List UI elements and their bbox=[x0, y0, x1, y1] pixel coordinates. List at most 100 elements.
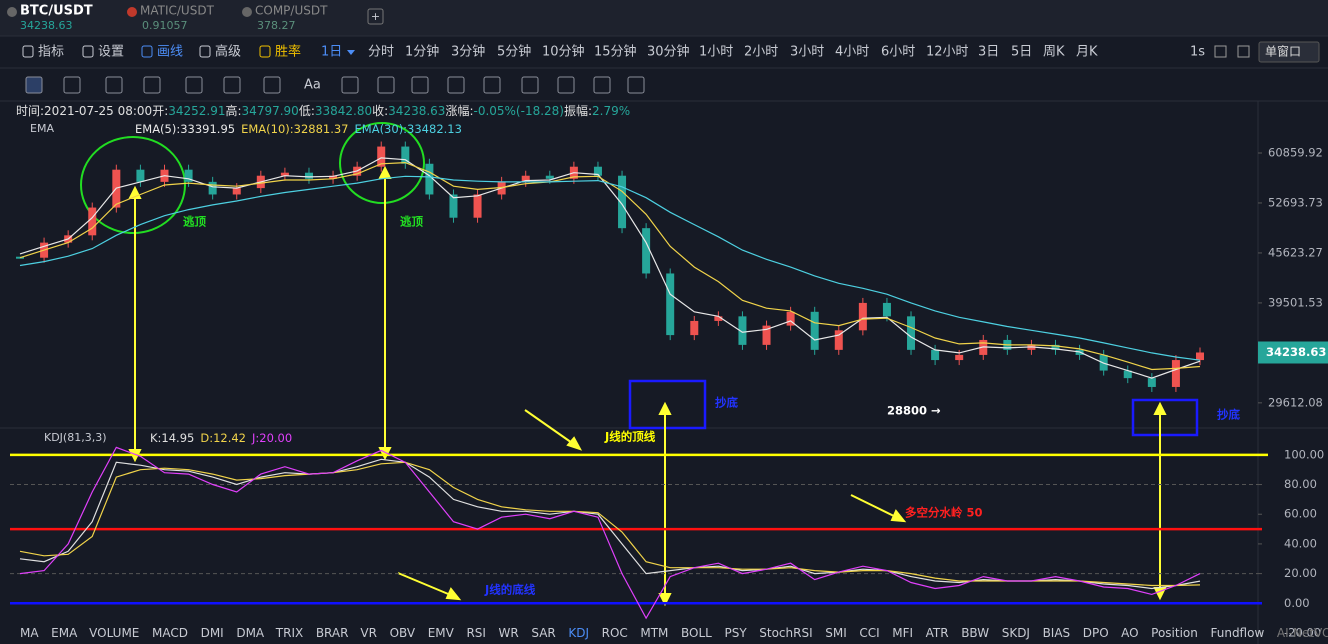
interval-button[interactable]: 3小时 bbox=[790, 45, 824, 60]
dropdown[interactable] bbox=[347, 50, 355, 55]
drawing-tool[interactable] bbox=[63, 76, 81, 94]
interval-button[interactable]: 2小时 bbox=[744, 45, 778, 60]
interval-button[interactable]: 15分钟 bbox=[594, 44, 637, 60]
drawing-tool[interactable] bbox=[447, 76, 465, 94]
tool-button[interactable]: 指标 bbox=[38, 45, 64, 60]
indicator-tab[interactable]: PSY bbox=[724, 626, 747, 640]
indicator-tab[interactable]: StochRSI bbox=[759, 626, 812, 640]
drawing-tool[interactable] bbox=[263, 76, 281, 94]
drawing-tool[interactable] bbox=[557, 76, 575, 94]
indicator-tab[interactable]: DMI bbox=[201, 626, 224, 640]
tool-button[interactable]: 设置 bbox=[98, 45, 124, 60]
ticker-symbol[interactable]: BTC/USDT bbox=[20, 4, 93, 19]
add-icon[interactable]: + bbox=[371, 10, 380, 23]
window-icon[interactable] bbox=[1237, 45, 1250, 58]
indicator-tab[interactable]: OBV bbox=[390, 626, 416, 640]
indicator-tab[interactable]: MACD bbox=[152, 626, 188, 640]
drawing-tool[interactable]: Aa bbox=[304, 78, 321, 93]
indicator-tab[interactable]: Position bbox=[1151, 626, 1198, 640]
interval-button[interactable]: 1分钟 bbox=[405, 44, 439, 60]
tool-icon[interactable] bbox=[82, 45, 94, 58]
drawing-tool[interactable] bbox=[377, 76, 395, 94]
interval-button[interactable]: 5日 bbox=[1011, 45, 1032, 60]
ticker-icon[interactable] bbox=[127, 7, 137, 17]
ticker-icon[interactable] bbox=[7, 7, 17, 17]
indicator-tab[interactable]: WR bbox=[499, 626, 519, 640]
interval-button[interactable]: 4小时 bbox=[835, 45, 869, 60]
drawing-tool[interactable] bbox=[627, 76, 645, 94]
window-icon[interactable] bbox=[1214, 45, 1227, 58]
window-select[interactable] bbox=[1258, 41, 1320, 63]
indicator-tab[interactable]: AI-NetVOL bbox=[1277, 626, 1328, 640]
indicator-tab[interactable]: TRIX bbox=[275, 626, 303, 640]
ticker-price[interactable]: 34238.63 bbox=[20, 19, 73, 32]
indicator-tab[interactable]: SAR bbox=[531, 626, 555, 640]
drawing-tool[interactable] bbox=[223, 76, 241, 94]
tool-icon[interactable] bbox=[22, 45, 34, 58]
drawing-tool[interactable] bbox=[521, 76, 539, 94]
indicator-tab[interactable]: SKDJ bbox=[1002, 626, 1030, 640]
indicator-tab[interactable]: SMI bbox=[825, 626, 847, 640]
ticker-symbol[interactable]: COMP/USDT bbox=[255, 4, 328, 18]
interval-button[interactable]: 周K bbox=[1043, 45, 1065, 60]
drawing-tool[interactable] bbox=[105, 76, 123, 94]
indicator-tab[interactable]: BOLL bbox=[681, 626, 712, 640]
tool-button[interactable]: 高级 bbox=[215, 44, 241, 60]
indicator-tab[interactable]: EMA bbox=[51, 626, 78, 640]
interval-button[interactable]: 6小时 bbox=[881, 45, 915, 60]
tool-button[interactable]: 画线 bbox=[157, 45, 183, 60]
indicator-tab[interactable]: DMA bbox=[236, 626, 265, 640]
drawing-tool[interactable] bbox=[143, 76, 161, 94]
indicator-tab[interactable]: AO bbox=[1121, 626, 1138, 640]
indicator-tab[interactable]: VOLUME bbox=[89, 626, 139, 640]
y-tick-label: 39501.53 bbox=[1268, 295, 1323, 309]
indicator-tab[interactable]: ATR bbox=[926, 626, 949, 640]
indicator-tab[interactable]: MTM bbox=[640, 626, 668, 640]
add-ticker[interactable] bbox=[367, 8, 384, 25]
interval-button[interactable]: 30分钟 bbox=[647, 44, 690, 60]
drawing-tool[interactable] bbox=[483, 76, 501, 94]
ticker-icon[interactable] bbox=[242, 7, 252, 17]
indicator-tab[interactable]: BIAS bbox=[1043, 626, 1071, 640]
indicator-tab[interactable]: KDJ bbox=[568, 626, 589, 640]
interval-button[interactable]: 3分钟 bbox=[451, 44, 485, 60]
drawing-tool[interactable] bbox=[341, 76, 359, 94]
tool-icon[interactable] bbox=[199, 45, 211, 58]
indicator-tab[interactable]: VR bbox=[360, 626, 377, 640]
drawing-tool[interactable] bbox=[185, 76, 203, 94]
interval-button[interactable]: 12小时 bbox=[926, 45, 969, 60]
ticker-price[interactable]: 378.27 bbox=[257, 19, 296, 32]
interval-button[interactable]: 5分钟 bbox=[497, 44, 531, 60]
drawing-tool[interactable] bbox=[593, 76, 611, 94]
annotation: 28800 → bbox=[887, 404, 941, 418]
indicator-tab[interactable]: MA bbox=[20, 626, 39, 640]
indicator-tab[interactable]: ROC bbox=[602, 626, 628, 640]
indicator-tab[interactable]: BRAR bbox=[316, 626, 348, 640]
indicator-tab[interactable]: MFI bbox=[892, 626, 913, 640]
interval-button[interactable]: 10分钟 bbox=[542, 44, 585, 60]
window-select-label[interactable]: 单窗口 bbox=[1265, 45, 1301, 59]
info-label: 振幅: bbox=[564, 103, 592, 118]
candle bbox=[955, 354, 964, 361]
indicator-tab[interactable]: RSI bbox=[466, 626, 486, 640]
indicator-tab[interactable]: DPO bbox=[1083, 626, 1109, 640]
interval-button[interactable]: 月K bbox=[1076, 45, 1098, 60]
indicator-tab[interactable]: EMV bbox=[428, 626, 455, 640]
drawing-tool[interactable] bbox=[25, 76, 43, 94]
drawing-tool[interactable] bbox=[411, 76, 429, 94]
tool-button[interactable]: 胜率 bbox=[275, 44, 301, 60]
indicator-tab[interactable]: BBW bbox=[961, 626, 989, 640]
ticker-price[interactable]: 0.91057 bbox=[142, 19, 188, 32]
tool-icon[interactable] bbox=[141, 45, 153, 58]
ticker-symbol[interactable]: MATIC/USDT bbox=[140, 4, 215, 18]
indicator-tab[interactable]: Fundflow bbox=[1210, 626, 1264, 640]
indicator-tab[interactable]: CCI bbox=[859, 626, 879, 640]
interval-button[interactable]: 分时 bbox=[368, 45, 394, 60]
info-value: 34238.63 bbox=[388, 104, 445, 118]
speed-button[interactable]: 1s bbox=[1190, 45, 1205, 60]
tool-icon[interactable] bbox=[259, 45, 271, 58]
interval-button[interactable]: 3日 bbox=[978, 45, 999, 60]
candle bbox=[521, 175, 530, 182]
interval-button[interactable]: 1小时 bbox=[699, 45, 733, 60]
interval-button[interactable]: 1日 bbox=[321, 45, 342, 60]
